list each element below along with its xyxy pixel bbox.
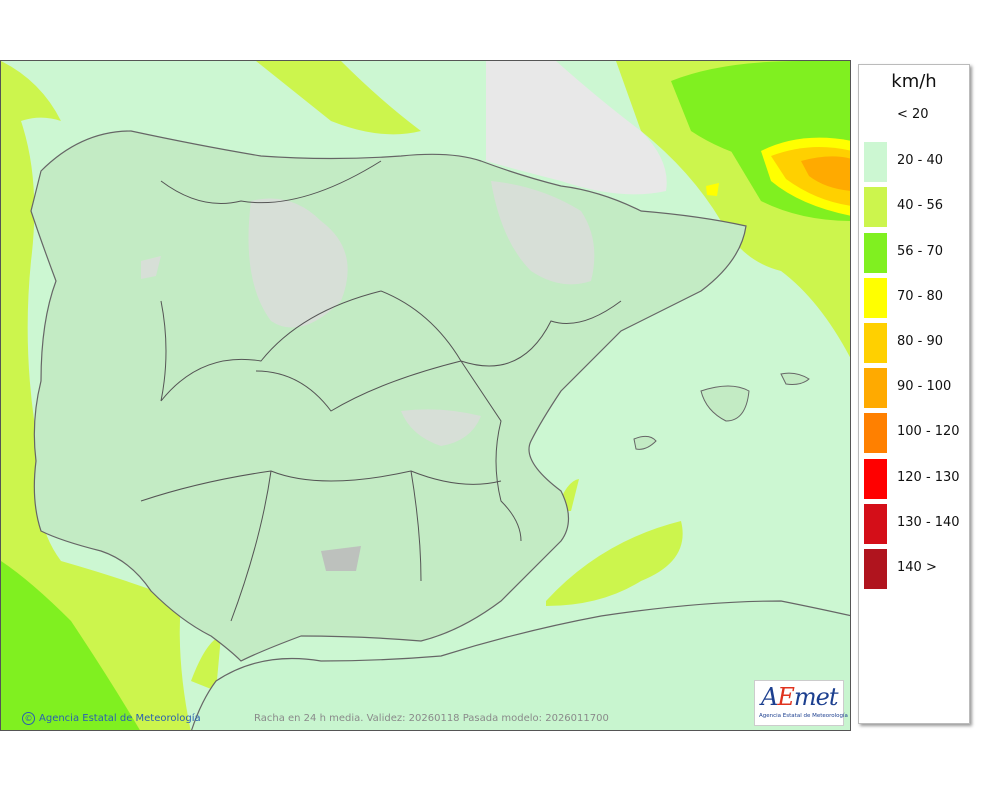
legend-swatch: [864, 458, 887, 499]
legend-item: 120 - 130: [859, 458, 969, 504]
legend-item: 70 - 80: [859, 277, 969, 323]
menorca: [780, 372, 810, 385]
legend-item: 130 - 140: [859, 503, 969, 549]
aemet-logo: AEmet Agencia Estatal de Meteorología: [754, 680, 848, 726]
legend-swatch: [864, 232, 887, 273]
copyright-notice: © Agencia Estatal de Meteorología: [22, 712, 201, 725]
gust-zone-90-100: [801, 156, 850, 191]
legend-swatch: [864, 503, 887, 544]
gust-zone-balearic-south: [546, 521, 683, 606]
gust-zone-north-coast: [256, 61, 421, 135]
legend-item: 90 - 100: [859, 368, 969, 413]
legend-item: < 20: [859, 97, 969, 142]
legend-label: 70 - 80: [897, 288, 944, 304]
legend-item: 20 - 40: [859, 142, 969, 187]
relief-central: [401, 409, 481, 446]
gust-zone-small-yellow: [706, 183, 719, 196]
legend-item: 40 - 56: [859, 187, 969, 232]
legend-swatch: [864, 187, 887, 228]
gust-zone-atlantic-southwest: [1, 121, 191, 730]
legend-label: 20 - 40: [897, 153, 944, 169]
gust-zone-56-70-atlantic: [1, 561, 140, 730]
legend-label: 100 - 120: [897, 424, 960, 440]
legend-label: 80 - 90: [897, 334, 944, 349]
ibiza: [633, 435, 657, 450]
legend-swatch: [864, 323, 887, 363]
legend-swatch: [864, 368, 887, 409]
copyright-icon: ©: [22, 712, 35, 725]
legend-label: 56 - 70: [897, 243, 944, 259]
legend-label: < 20: [897, 107, 929, 122]
relief-pyrenees: [491, 181, 595, 285]
legend-swatch: [864, 277, 887, 318]
map-caption: Racha en 24 h media. Validez: 20260118 P…: [254, 713, 609, 724]
legend-label: 120 - 130: [897, 469, 960, 485]
legend-swatch: [864, 549, 887, 589]
aemet-logo-wordmark: AEmet: [761, 683, 838, 711]
aemet-logo-subtitle: Agencia Estatal de Meteorología: [759, 713, 848, 719]
legend-label: 140 >: [897, 560, 937, 575]
legend-unit: km/h: [891, 71, 937, 92]
relief-northwest: [141, 256, 161, 279]
legend-label: 90 - 100: [897, 379, 952, 395]
legend-label: 40 - 56: [897, 198, 944, 214]
copyright-text: Agencia Estatal de Meteorología: [39, 713, 201, 724]
legend: km/h < 20 20 - 40 40 - 56 56 - 70 70 - 80 80 …: [858, 64, 970, 724]
map-canvas: [1, 61, 850, 730]
legend-item: 100 - 120: [859, 413, 969, 458]
legend-swatch: [864, 97, 887, 137]
legend-item: 140 >: [859, 549, 969, 594]
wind-gust-map: [0, 60, 851, 731]
region-boundaries: [140, 160, 622, 622]
mallorca: [700, 385, 750, 422]
gust-zone-cantabrian: [1, 61, 61, 131]
gust-zone-alboran: [191, 636, 221, 691]
legend-item: 80 - 90: [859, 323, 969, 368]
legend-label: 130 - 140: [897, 514, 960, 530]
north-africa-coast: [191, 600, 850, 730]
relief-south: [321, 546, 361, 571]
legend-item: 56 - 70: [859, 232, 969, 278]
legend-swatch: [864, 142, 887, 183]
relief-north: [248, 198, 348, 328]
legend-swatch: [864, 413, 887, 454]
no-data-france: [486, 61, 667, 195]
